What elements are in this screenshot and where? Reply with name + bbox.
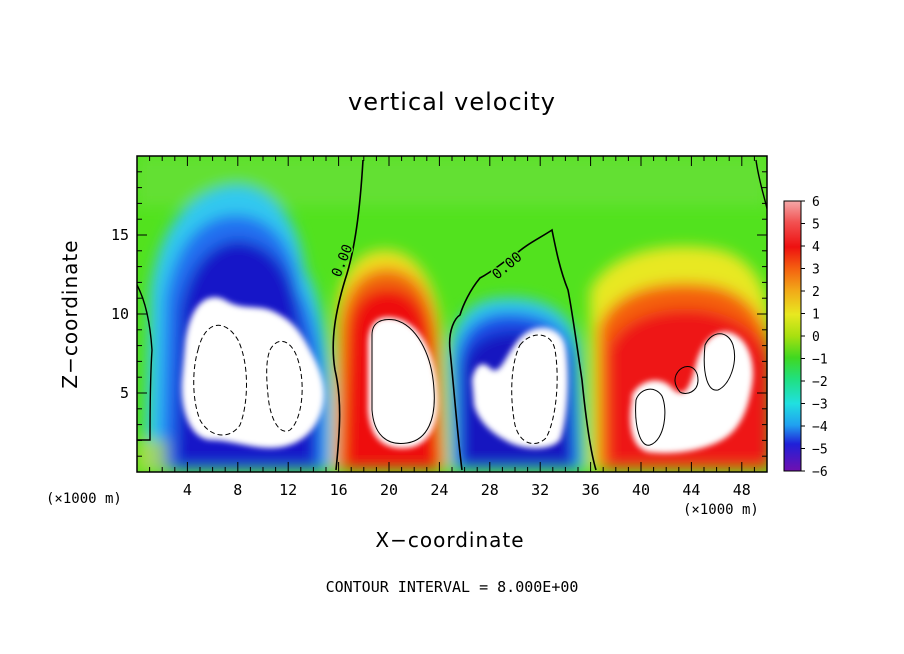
x-tick-label: 44 xyxy=(682,481,700,499)
x-tick-label: 36 xyxy=(582,481,600,499)
colorbar-tick-label: 5 xyxy=(812,218,820,233)
colorbar xyxy=(783,200,802,472)
x-unit-right: (×1000 m) xyxy=(683,502,759,518)
chart-title: vertical velocity xyxy=(348,88,556,116)
x-tick-label: 16 xyxy=(330,481,348,499)
x-tick-label: 40 xyxy=(632,481,650,499)
x-tick-label: 32 xyxy=(531,481,549,499)
x-tick-label: 20 xyxy=(380,481,398,499)
colorbar-tick-label: −3 xyxy=(812,398,828,413)
colorbar-tick-label: −4 xyxy=(812,420,828,435)
y-tick-label: 15 xyxy=(111,226,129,244)
colorbar-tick-label: −1 xyxy=(812,353,828,368)
x-tick-label: 48 xyxy=(733,481,751,499)
colorbar-tick-label: 2 xyxy=(812,285,820,300)
heatmap-field xyxy=(137,156,767,472)
x-axis-ticks: 4 8 12 16 20 24 28 32 36 40 44 48 xyxy=(136,156,768,499)
contour-interval-note: CONTOUR INTERVAL = 8.000E+00 xyxy=(325,578,579,596)
x-tick-label: 4 xyxy=(183,481,192,499)
colorbar-tick-label: −5 xyxy=(812,443,828,458)
colorbar-tick-label: 3 xyxy=(812,263,820,278)
x-tick-label: 28 xyxy=(481,481,499,499)
x-tick-label: 8 xyxy=(233,481,242,499)
colorbar-tick-label: −2 xyxy=(812,375,828,390)
x-unit-left: (×1000 m) xyxy=(46,491,122,507)
colorbar-tick-label: 0 xyxy=(812,330,820,345)
colorbar-tick-label: −6 xyxy=(812,465,828,480)
y-tick-label: 10 xyxy=(111,305,129,323)
x-tick-label: 12 xyxy=(279,481,297,499)
colorbar-tick-label: 6 xyxy=(812,195,820,210)
colorbar-tick-label: 1 xyxy=(812,308,820,323)
y-axis-ticks: 5 10 15 xyxy=(111,171,767,457)
x-axis-label: X−coordinate xyxy=(375,528,525,552)
colorbar-tick-label: 4 xyxy=(812,240,820,255)
x-tick-label: 24 xyxy=(430,481,448,499)
y-tick-label: 5 xyxy=(120,384,129,402)
colorbar-ticks: 6 5 4 3 2 1 0 −1 −2 −3 −4 −5 −6 xyxy=(801,195,828,480)
